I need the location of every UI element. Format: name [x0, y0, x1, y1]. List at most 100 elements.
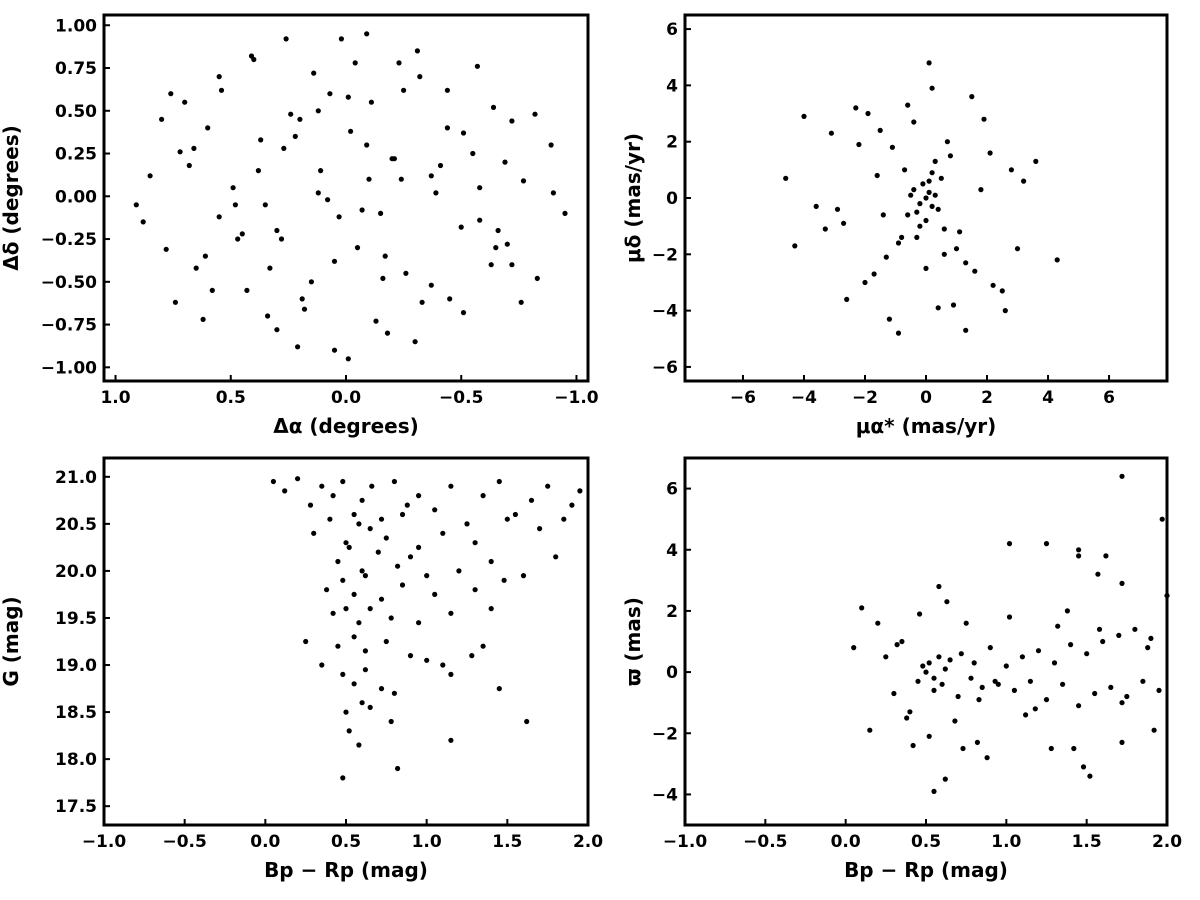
data-point — [399, 511, 406, 518]
data-point — [265, 313, 271, 319]
y-tick-label: 19.0 — [55, 656, 97, 676]
data-point — [356, 742, 362, 748]
data-point — [984, 755, 990, 761]
data-point — [403, 270, 409, 276]
data-point — [894, 642, 900, 648]
data-point — [395, 765, 401, 772]
data-point — [382, 253, 388, 259]
data-point — [448, 610, 454, 616]
data-point — [248, 53, 255, 59]
data-point — [992, 678, 998, 684]
data-point — [935, 206, 941, 212]
y-tick-label: 6 — [666, 20, 678, 40]
data-point — [172, 299, 178, 305]
data-point — [960, 745, 966, 752]
data-point — [862, 279, 868, 286]
data-point — [200, 316, 206, 322]
x-tick-label: 6 — [1103, 388, 1115, 408]
y-tick-label: 0.00 — [55, 187, 97, 207]
data-point — [340, 478, 346, 485]
data-point — [325, 197, 331, 203]
data-point — [953, 246, 960, 252]
data-point — [368, 99, 374, 105]
data-point — [235, 236, 241, 242]
y-axis-label: ϖ (mas) — [621, 597, 645, 686]
data-point — [324, 587, 330, 593]
data-point — [891, 690, 897, 697]
x-tick-label: 0.0 — [250, 832, 280, 852]
data-point — [963, 620, 969, 626]
data-point — [914, 234, 920, 240]
data-point — [472, 540, 478, 546]
data-point — [490, 104, 497, 110]
y-tick-label: 6 — [666, 480, 678, 500]
data-point — [495, 227, 501, 234]
y-tick-label: 4 — [666, 541, 678, 561]
chart-panel-2: −6 −4 −2 0 2 4 6 −6 −4 −2 0 2 4 6 μα* (mas/yr) μδ (mas/… — [621, 13, 1169, 438]
data-point — [926, 60, 932, 66]
data-point — [343, 709, 349, 715]
data-point — [1054, 257, 1060, 263]
x-tick-label: 1.5 — [1072, 832, 1102, 852]
data-point — [308, 279, 314, 285]
data-point — [931, 687, 937, 694]
data-point — [577, 488, 583, 494]
data-point — [963, 327, 969, 333]
data-point — [356, 521, 362, 527]
data-point — [319, 662, 325, 668]
data-point — [886, 316, 893, 322]
data-point — [550, 190, 557, 196]
data-point — [346, 544, 352, 551]
data-point — [1119, 700, 1125, 706]
data-point — [362, 573, 368, 579]
data-point — [163, 246, 169, 252]
data-point — [1084, 651, 1090, 657]
data-point — [437, 162, 444, 169]
plot-frame — [683, 456, 1169, 827]
data-point — [414, 48, 420, 54]
y-tick-label: 1.00 — [55, 16, 97, 36]
data-point — [883, 254, 889, 260]
data-point — [255, 168, 261, 174]
y-tick-label: 18.5 — [55, 703, 97, 723]
data-point — [378, 210, 384, 216]
data-point — [343, 606, 349, 612]
data-point — [1145, 645, 1151, 651]
data-point — [424, 657, 430, 663]
data-point — [935, 305, 941, 311]
plot-frame — [102, 13, 590, 383]
data-point — [923, 669, 929, 675]
data-point — [311, 70, 317, 76]
data-point — [433, 190, 439, 196]
data-point — [856, 141, 862, 148]
data-point — [440, 662, 446, 668]
data-point — [923, 217, 929, 224]
data-point — [1014, 246, 1021, 252]
data-point — [509, 118, 515, 124]
data-point — [267, 265, 273, 271]
data-point — [488, 558, 494, 565]
data-point — [911, 187, 917, 193]
data-point — [159, 116, 165, 122]
data-point — [307, 502, 314, 508]
data-point — [230, 185, 236, 191]
data-point — [1140, 678, 1146, 684]
data-point — [338, 36, 344, 42]
data-point — [1008, 167, 1015, 173]
data-point — [1124, 693, 1130, 700]
data-point — [1003, 663, 1009, 669]
data-point — [448, 737, 454, 743]
data-point — [448, 671, 454, 678]
data-point — [303, 638, 309, 645]
data-point — [524, 718, 530, 725]
data-point — [359, 700, 365, 706]
data-point — [364, 142, 370, 148]
x-tick-label: −1.0 — [663, 832, 708, 852]
data-point — [813, 203, 819, 209]
data-point — [926, 733, 932, 739]
data-point — [396, 60, 402, 66]
data-point — [958, 651, 964, 657]
data-point — [957, 229, 963, 235]
data-point — [844, 296, 850, 302]
data-points — [270, 476, 583, 781]
